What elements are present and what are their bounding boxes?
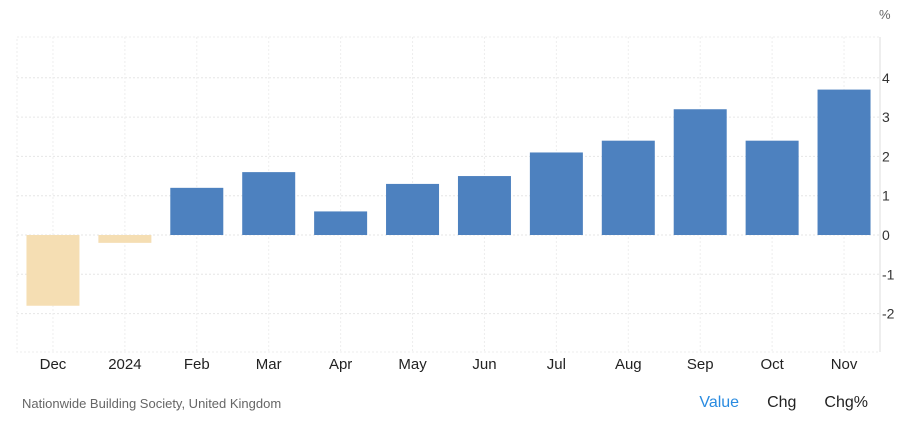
bar-oct (745, 140, 799, 235)
tab-chg-percent[interactable]: Chg% (824, 394, 868, 411)
y-tick-label: 2 (882, 148, 890, 164)
x-tick-label: 2024 (108, 356, 141, 373)
x-tick-label: Jun (472, 356, 496, 373)
bar-nov (817, 89, 871, 235)
source-label: Nationwide Building Society, United King… (22, 396, 282, 411)
x-tick-label: Nov (831, 356, 858, 373)
y-tick-label: -2 (882, 306, 895, 322)
x-tick-label: Oct (760, 356, 784, 373)
x-tick-label: Apr (329, 356, 352, 373)
bar-jul (529, 152, 583, 235)
bar-aug (601, 140, 655, 235)
tab-value[interactable]: Value (699, 394, 740, 411)
bar-jun (457, 176, 511, 235)
x-tick-label: Mar (256, 356, 282, 373)
x-tick-label: Aug (615, 356, 642, 373)
bar-feb (170, 187, 224, 235)
x-tick-label: Sep (687, 356, 714, 373)
x-tick-label: Dec (40, 356, 67, 373)
view-tabs: Value Chg Chg% (671, 394, 868, 412)
x-tick-label: Jul (547, 356, 566, 373)
y-tick-label: -1 (882, 266, 895, 282)
tab-chg[interactable]: Chg (767, 394, 797, 411)
y-tick-label: 4 (882, 70, 890, 86)
y-tick-label: 3 (882, 109, 890, 125)
y-tick-label: 1 (882, 188, 890, 204)
chart: 4 3 2 1 0 -1 -2% Dec 2024 Feb Mar Apr May Jun Jul Aug Se… (16, 7, 895, 373)
bar-may (386, 183, 440, 235)
bar-apr (314, 211, 368, 235)
bar-sep (673, 109, 727, 235)
bar-mar (242, 172, 296, 235)
y-tick-label: 0 (882, 227, 890, 243)
x-tick-label: Feb (184, 356, 210, 373)
y-unit-label: % (879, 7, 891, 22)
x-tick-label: May (398, 356, 427, 373)
bar-2024 (98, 235, 152, 243)
bar-dec (26, 235, 80, 306)
